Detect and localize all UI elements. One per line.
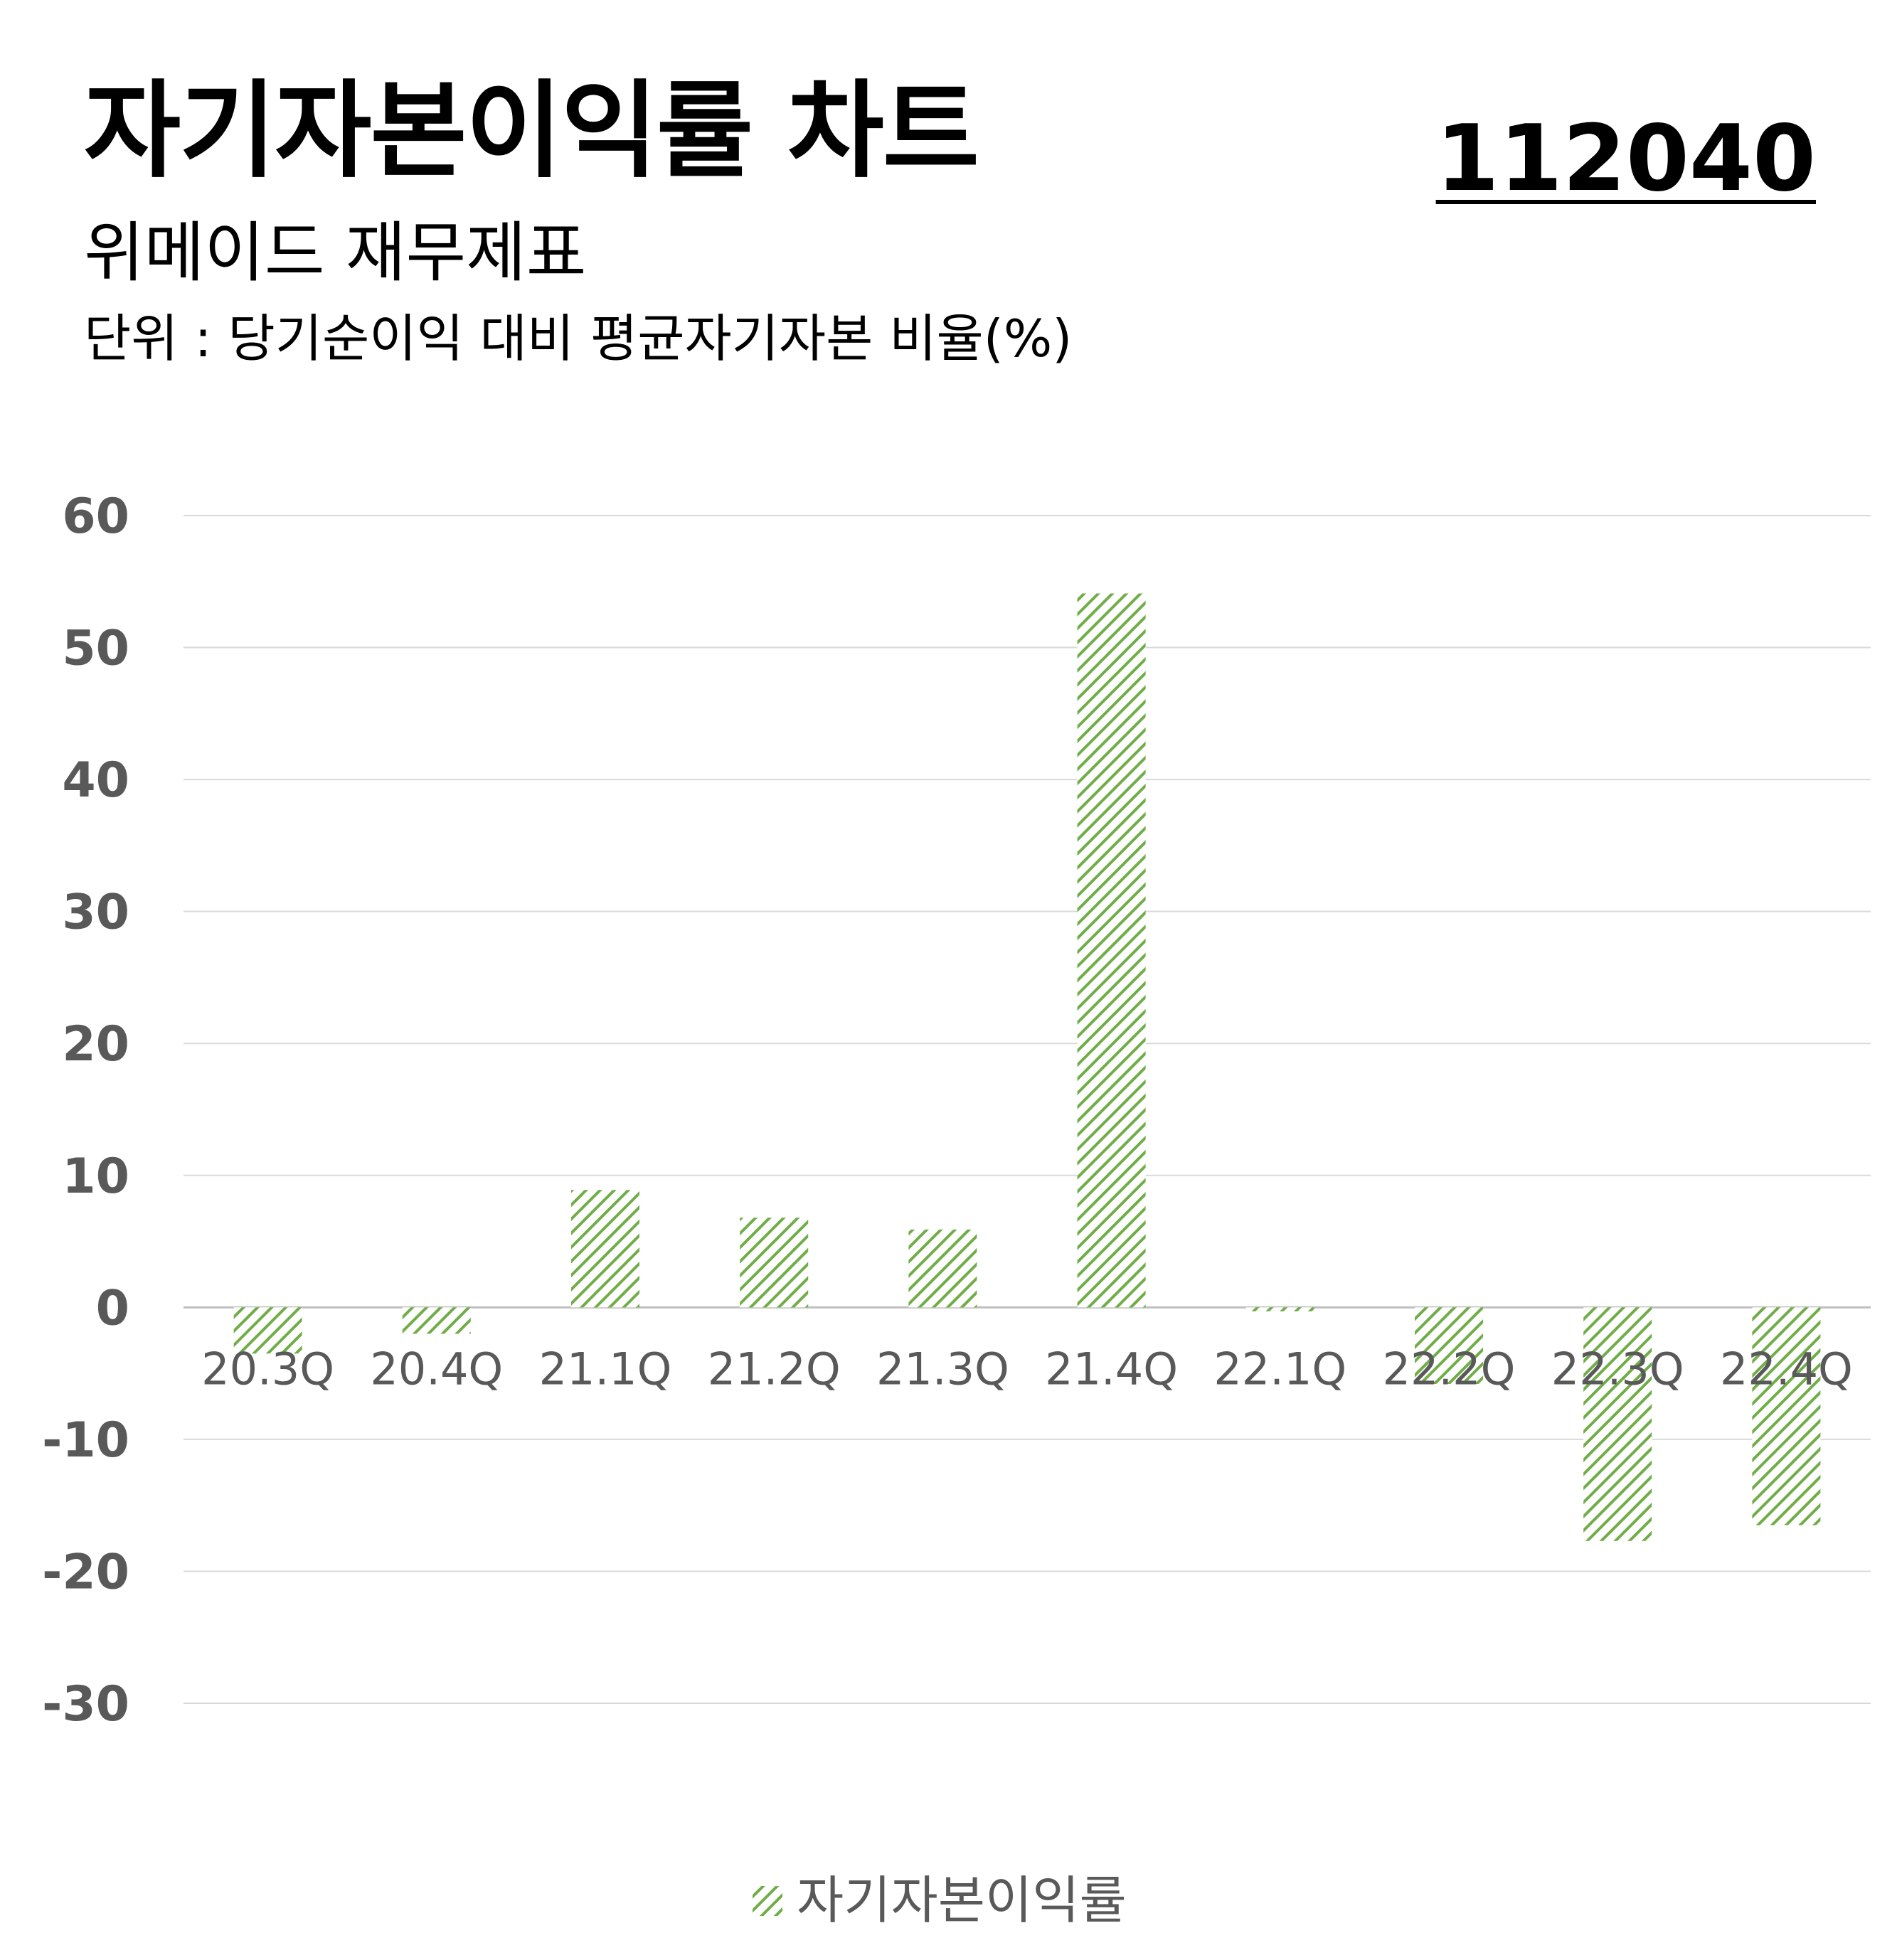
y-tick-label: 0 [96, 1280, 129, 1336]
y-tick-label: 50 [62, 621, 129, 677]
chart-subtitle: 위메이드 재무제표 [84, 215, 587, 291]
x-tick-label: 21.2Q [708, 1343, 841, 1395]
x-tick-label: 22.2Q [1383, 1343, 1516, 1395]
x-axis-ticks: 20.3Q 20.4Q 21.1Q 21.2Q 21.3Q 21.4Q 22.1Q 22.2Q… [201, 1343, 1853, 1395]
y-tick-label: 20 [62, 1016, 129, 1072]
bar-20.4Q [402, 1307, 471, 1334]
x-tick-label: 20.4Q [370, 1343, 503, 1395]
y-tick-label: 10 [62, 1149, 129, 1205]
legend-swatch [753, 1886, 782, 1916]
bar-21.2Q [740, 1218, 809, 1308]
bar-layer [233, 593, 1821, 1541]
x-tick-label: 22.3Q [1551, 1343, 1684, 1395]
x-tick-label: 21.1Q [539, 1343, 672, 1395]
y-tick-label: -30 [42, 1676, 129, 1732]
legend-label: 자기자본이익률 [797, 1870, 1127, 1930]
y-axis-ticks: 60 50 40 30 20 10 0 -10 -20 -30 [42, 489, 129, 1732]
x-tick-label: 22.1Q [1213, 1343, 1346, 1395]
bar-22.1Q [1245, 1307, 1314, 1311]
bar-22.4Q [1752, 1307, 1821, 1525]
y-tick-label: -20 [42, 1544, 129, 1600]
y-tick-label: 30 [62, 885, 129, 941]
bar-20.3Q [233, 1307, 302, 1354]
bar-21.3Q [908, 1229, 977, 1308]
x-tick-label: 20.3Q [201, 1343, 334, 1395]
chart-title: 자기자본이익률 차트 [84, 70, 979, 192]
x-tick-label: 22.4Q [1720, 1343, 1853, 1395]
legend: 자기자본이익률 [753, 1870, 1127, 1930]
bar-22.3Q [1583, 1307, 1652, 1541]
y-tick-label: 40 [62, 752, 129, 809]
stock-code: 112040 [1435, 106, 1816, 212]
x-tick-label: 21.3Q [876, 1343, 1009, 1395]
bar-21.1Q [571, 1190, 639, 1308]
bar-21.4Q [1077, 593, 1146, 1308]
bar-22.2Q [1415, 1307, 1483, 1384]
y-tick-label: -10 [42, 1412, 129, 1469]
x-tick-label: 21.4Q [1045, 1343, 1178, 1395]
unit-label: 단위 : 당기순이익 대비 평균자기자본 비율(%) [84, 309, 1073, 368]
y-tick-label: 60 [62, 489, 129, 545]
